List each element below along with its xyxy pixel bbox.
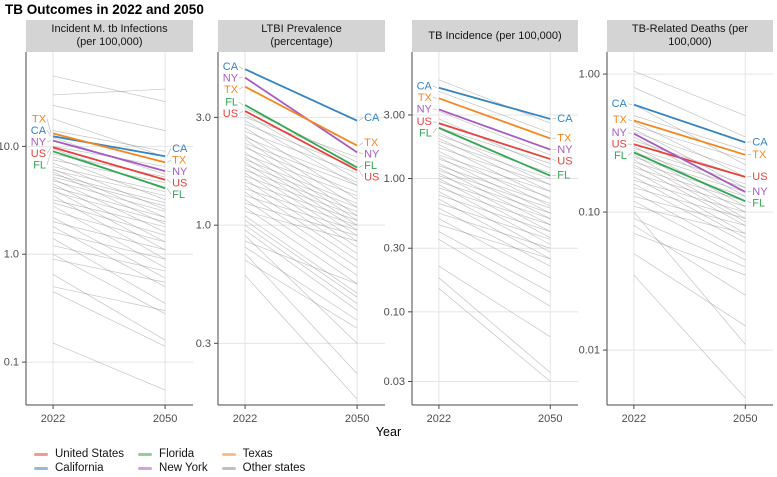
svg-text:0.30: 0.30 bbox=[384, 243, 405, 255]
svg-text:1.0: 1.0 bbox=[4, 249, 19, 261]
svg-text:NY: NY bbox=[31, 136, 47, 148]
svg-text:NY: NY bbox=[752, 186, 768, 198]
legend-swatch-united-states bbox=[34, 452, 48, 456]
legend-swatch-california bbox=[34, 466, 48, 470]
panel-header-tb-incidence: TB Incidence (per 100,000) bbox=[412, 20, 578, 52]
svg-text:CA: CA bbox=[612, 98, 628, 110]
legend-item-new-york: New York bbox=[138, 461, 208, 475]
svg-text:US: US bbox=[557, 155, 572, 167]
svg-text:2050: 2050 bbox=[345, 413, 369, 425]
svg-text:NY: NY bbox=[172, 166, 188, 178]
svg-text:1.00: 1.00 bbox=[579, 69, 600, 81]
legend: United States California Florida New Yor… bbox=[34, 447, 305, 475]
svg-text:0.1: 0.1 bbox=[4, 357, 19, 369]
svg-text:NY: NY bbox=[417, 103, 433, 115]
svg-text:NY: NY bbox=[364, 148, 380, 160]
svg-text:FL: FL bbox=[364, 160, 377, 172]
legend-label: Other states bbox=[242, 462, 306, 474]
svg-text:10.0: 10.0 bbox=[0, 141, 19, 153]
legend-swatch-new-york bbox=[138, 466, 153, 470]
legend-label: Texas bbox=[242, 448, 273, 460]
svg-text:FL: FL bbox=[172, 189, 185, 201]
legend-item-florida: Florida bbox=[138, 447, 208, 461]
legend-item-other-states: Other states bbox=[221, 461, 306, 475]
svg-text:TX: TX bbox=[224, 84, 239, 96]
svg-text:CA: CA bbox=[172, 143, 188, 155]
svg-text:FL: FL bbox=[225, 97, 238, 109]
svg-text:US: US bbox=[417, 116, 432, 128]
svg-text:FL: FL bbox=[419, 127, 432, 139]
legend-label: Florida bbox=[159, 448, 195, 460]
svg-text:US: US bbox=[364, 171, 379, 183]
svg-text:US: US bbox=[31, 148, 46, 160]
svg-text:2050: 2050 bbox=[733, 413, 757, 425]
svg-text:CA: CA bbox=[557, 113, 573, 125]
svg-text:CA: CA bbox=[417, 80, 433, 92]
svg-text:TX: TX bbox=[613, 114, 628, 126]
svg-text:US: US bbox=[752, 171, 767, 183]
svg-text:1.00: 1.00 bbox=[384, 173, 405, 185]
svg-text:CA: CA bbox=[752, 136, 768, 148]
svg-text:TX: TX bbox=[557, 132, 572, 144]
svg-text:0.3: 0.3 bbox=[196, 338, 211, 350]
svg-text:FL: FL bbox=[557, 170, 570, 182]
svg-text:NY: NY bbox=[223, 72, 239, 84]
svg-text:US: US bbox=[223, 108, 238, 120]
svg-text:TX: TX bbox=[364, 137, 379, 149]
svg-text:0.03: 0.03 bbox=[384, 376, 405, 388]
x-axis-title: Year bbox=[375, 425, 402, 439]
svg-text:CA: CA bbox=[364, 112, 380, 124]
panel-header-ltbi-prevalence: LTBI Prevalence (percentage) bbox=[218, 20, 385, 52]
svg-text:1.0: 1.0 bbox=[196, 220, 211, 232]
svg-text:FL: FL bbox=[614, 150, 627, 162]
svg-text:TX: TX bbox=[172, 155, 187, 167]
svg-text:2050: 2050 bbox=[153, 413, 177, 425]
svg-text:2050: 2050 bbox=[538, 413, 562, 425]
svg-text:2022: 2022 bbox=[41, 413, 65, 425]
svg-text:0.10: 0.10 bbox=[384, 306, 405, 318]
legend-label: United States bbox=[55, 448, 125, 460]
legend-swatch-texas bbox=[221, 452, 236, 456]
panel-header-incident-infections: Incident M. tb Infections (per 100,000) bbox=[26, 20, 193, 52]
legend-item-california: California bbox=[34, 461, 124, 475]
svg-text:3.00: 3.00 bbox=[384, 109, 405, 121]
svg-text:TX: TX bbox=[32, 113, 47, 125]
legend-label: New York bbox=[159, 462, 208, 474]
legend-swatch-other-states bbox=[221, 466, 236, 470]
legend-item-united-states: United States bbox=[34, 447, 124, 461]
svg-text:2022: 2022 bbox=[233, 413, 257, 425]
svg-text:CA: CA bbox=[31, 125, 47, 137]
svg-text:2022: 2022 bbox=[622, 413, 646, 425]
svg-text:US: US bbox=[172, 178, 187, 190]
chart-title: TB Outcomes in 2022 and 2050 bbox=[5, 2, 204, 17]
svg-text:FL: FL bbox=[752, 197, 765, 209]
svg-text:NY: NY bbox=[612, 127, 628, 139]
svg-text:3.0: 3.0 bbox=[196, 112, 211, 124]
svg-text:TX: TX bbox=[418, 92, 433, 104]
legend-swatch-florida bbox=[138, 452, 153, 456]
svg-text:NY: NY bbox=[557, 144, 573, 156]
svg-text:FL: FL bbox=[33, 159, 46, 171]
svg-text:TX: TX bbox=[752, 149, 767, 161]
legend-item-texas: Texas bbox=[221, 447, 306, 461]
svg-text:0.01: 0.01 bbox=[579, 345, 600, 357]
svg-text:2022: 2022 bbox=[427, 413, 451, 425]
svg-text:CA: CA bbox=[223, 61, 239, 73]
svg-text:0.10: 0.10 bbox=[579, 207, 600, 219]
panel-header-tb-deaths: TB-Related Deaths (per 100,000) bbox=[607, 20, 773, 52]
svg-text:US: US bbox=[612, 139, 627, 151]
legend-label: California bbox=[55, 462, 104, 474]
